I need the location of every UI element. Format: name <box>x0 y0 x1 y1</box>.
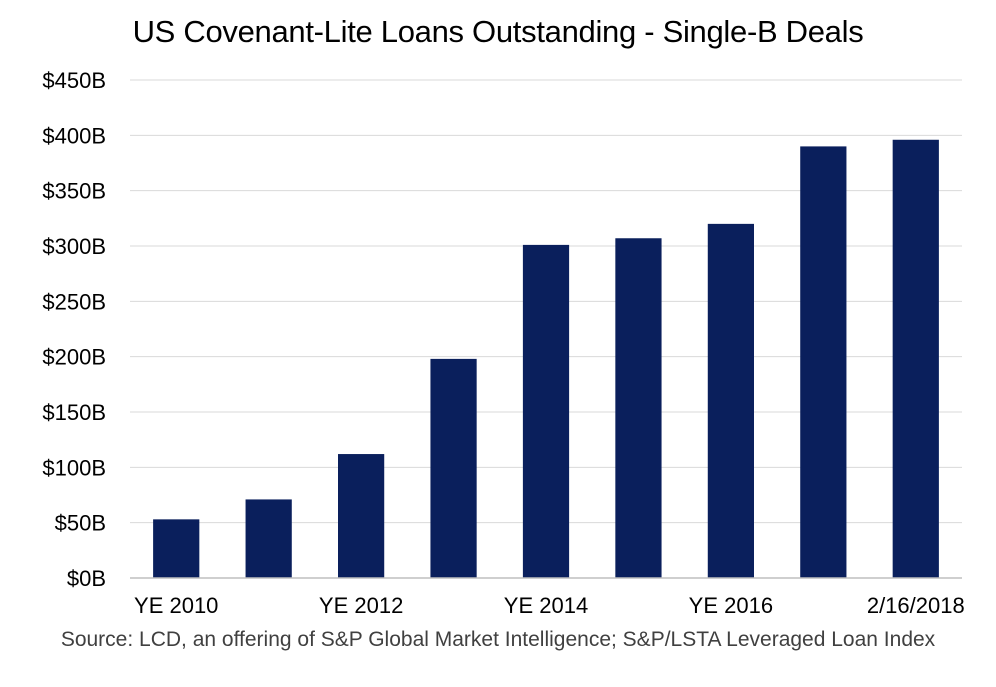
x-tick-label: YE 2014 <box>504 593 588 618</box>
source-note: Source: LCD, an offering of S&P Global M… <box>60 628 936 651</box>
bar <box>892 139 939 578</box>
x-tick-label: YE 2016 <box>689 593 773 618</box>
y-tick-label: $400B <box>42 123 106 148</box>
bars <box>153 139 939 579</box>
y-axis-labels: $0B $50B $100B $150B $200B $250B $300B $350B $40… <box>42 68 106 591</box>
y-tick-label: $150B <box>42 400 106 425</box>
y-tick-label: $0B <box>67 566 106 591</box>
bar <box>245 499 292 578</box>
y-tick-label: $300B <box>42 234 106 259</box>
x-axis-labels: YE 2010 YE 2012 YE 2014 YE 2016 2/16/2018 <box>134 593 965 618</box>
y-tick-label: $50B <box>55 511 106 536</box>
x-tick-label: YE 2010 <box>134 593 218 618</box>
bar <box>707 223 754 578</box>
y-tick-label: $200B <box>42 345 106 370</box>
x-tick-label: 2/16/2018 <box>867 593 965 618</box>
bar <box>338 454 385 578</box>
y-tick-label: $250B <box>42 289 106 314</box>
bar <box>615 238 662 578</box>
chart-title: US Covenant-Lite Loans Outstanding - Sin… <box>132 14 864 49</box>
y-tick-label: $100B <box>42 455 106 480</box>
bar <box>800 146 847 578</box>
bar <box>522 244 570 579</box>
x-tick-label: YE 2012 <box>319 593 403 618</box>
y-tick-label: $450B <box>42 68 106 93</box>
y-tick-label: $350B <box>42 179 106 204</box>
bar <box>153 519 200 578</box>
bar <box>430 358 477 578</box>
